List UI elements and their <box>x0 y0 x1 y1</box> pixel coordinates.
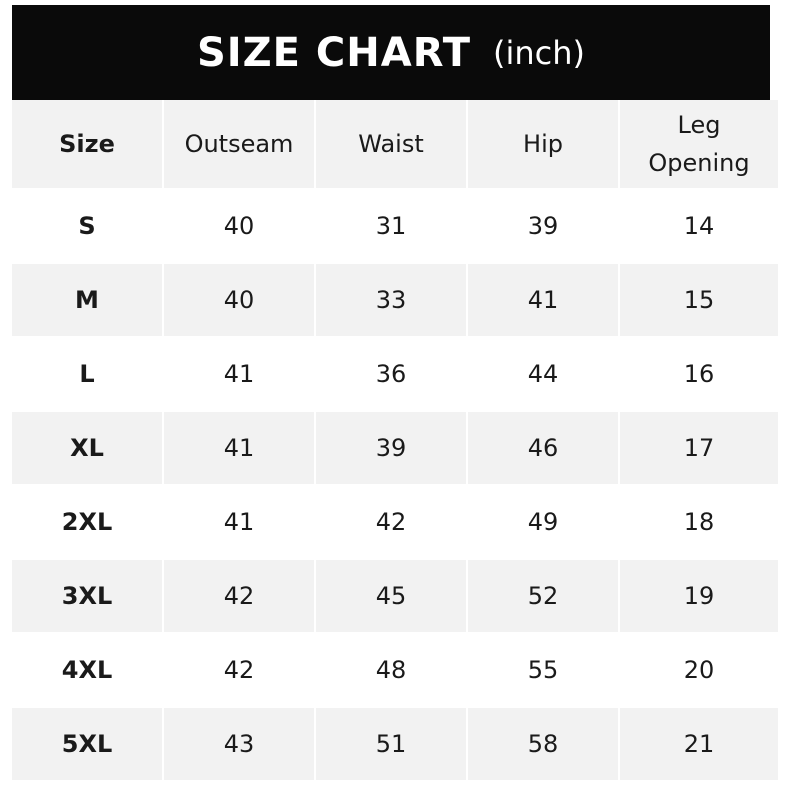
measurement-cell: 45 <box>316 558 466 632</box>
column-header-leg-opening: Leg Opening <box>620 100 778 188</box>
table-row: S 40 31 39 14 <box>12 188 778 262</box>
size-cell: S <box>12 188 162 262</box>
measurement-cell: 46 <box>468 410 618 484</box>
measurement-cell: 52 <box>468 558 618 632</box>
measurement-cell: 17 <box>620 410 778 484</box>
size-cell: L <box>12 336 162 410</box>
measurement-cell: 41 <box>164 336 314 410</box>
measurement-cell: 39 <box>316 410 466 484</box>
measurement-cell: 18 <box>620 484 778 558</box>
measurement-cell: 39 <box>468 188 618 262</box>
measurement-cell: 41 <box>164 484 314 558</box>
table-row: 5XL 43 51 58 21 <box>12 706 778 780</box>
measurement-cell: 58 <box>468 706 618 780</box>
measurement-cell: 31 <box>316 188 466 262</box>
measurement-cell: 49 <box>468 484 618 558</box>
size-cell: M <box>12 262 162 336</box>
size-cell: 2XL <box>12 484 162 558</box>
unit-label: (inch) <box>493 33 586 72</box>
title-banner: SIZE CHART (inch) <box>12 5 770 100</box>
measurement-cell: 51 <box>316 706 466 780</box>
measurement-cell: 36 <box>316 336 466 410</box>
size-table: Size Outseam Waist Hip Leg Opening S 40 31… <box>10 100 780 780</box>
measurement-cell: 19 <box>620 558 778 632</box>
size-cell: 5XL <box>12 706 162 780</box>
measurement-cell: 48 <box>316 632 466 706</box>
measurement-cell: 14 <box>620 188 778 262</box>
table-row: 3XL 42 45 52 19 <box>12 558 778 632</box>
measurement-cell: 55 <box>468 632 618 706</box>
size-cell: 3XL <box>12 558 162 632</box>
size-cell: 4XL <box>12 632 162 706</box>
column-header-waist: Waist <box>316 100 466 188</box>
measurement-cell: 33 <box>316 262 466 336</box>
measurement-cell: 42 <box>164 558 314 632</box>
measurement-cell: 43 <box>164 706 314 780</box>
column-header-outseam: Outseam <box>164 100 314 188</box>
table-row: 2XL 41 42 49 18 <box>12 484 778 558</box>
measurement-cell: 20 <box>620 632 778 706</box>
measurement-cell: 21 <box>620 706 778 780</box>
table-row: XL 41 39 46 17 <box>12 410 778 484</box>
measurement-cell: 16 <box>620 336 778 410</box>
table-row: L 41 36 44 16 <box>12 336 778 410</box>
header-row: Size Outseam Waist Hip Leg Opening <box>12 100 778 188</box>
measurement-cell: 42 <box>316 484 466 558</box>
measurement-cell: 40 <box>164 188 314 262</box>
measurement-cell: 41 <box>468 262 618 336</box>
column-header-hip: Hip <box>468 100 618 188</box>
table-row: M 40 33 41 15 <box>12 262 778 336</box>
measurement-cell: 40 <box>164 262 314 336</box>
column-header-size: Size <box>12 100 162 188</box>
measurement-cell: 44 <box>468 336 618 410</box>
measurement-cell: 41 <box>164 410 314 484</box>
measurement-cell: 15 <box>620 262 778 336</box>
measurement-cell: 42 <box>164 632 314 706</box>
chart-title: SIZE CHART <box>196 29 471 76</box>
table-row: 4XL 42 48 55 20 <box>12 632 778 706</box>
size-cell: XL <box>12 410 162 484</box>
